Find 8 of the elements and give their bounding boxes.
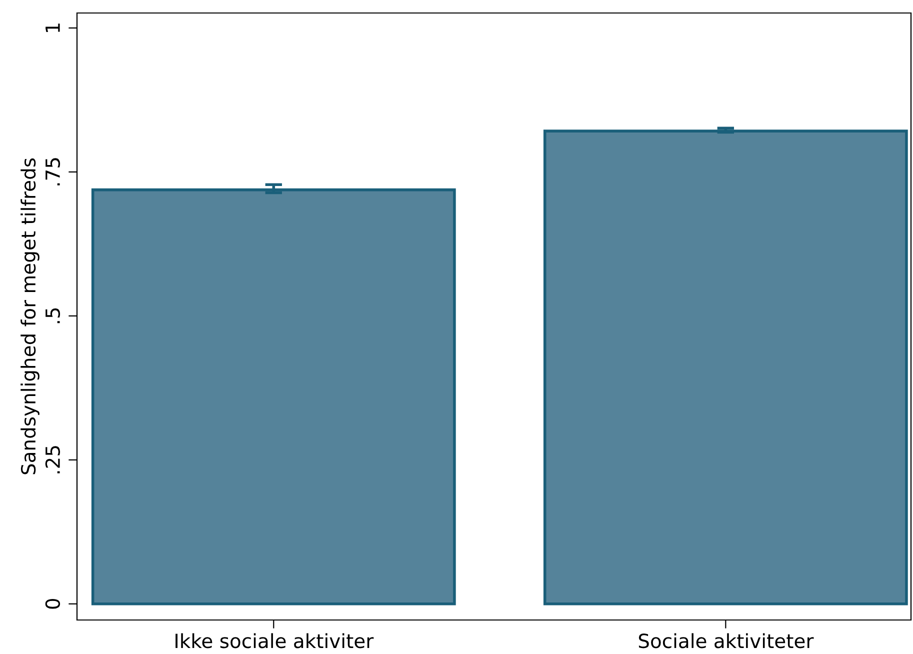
x-tick-label: Sociale aktiviteter — [638, 633, 814, 648]
y-tick-label: .75 — [46, 158, 60, 186]
y-axis-title: Sandsynlighed for meget tilfreds — [20, 158, 40, 474]
x-tick-label: Ikke sociale aktiviter — [176, 633, 374, 648]
y-tick-label: 1 — [46, 24, 60, 32]
y-tick-label: .5 — [46, 308, 60, 324]
y-tick-label: 0 — [45, 598, 60, 609]
y-tick-label: .25 — [45, 446, 60, 474]
